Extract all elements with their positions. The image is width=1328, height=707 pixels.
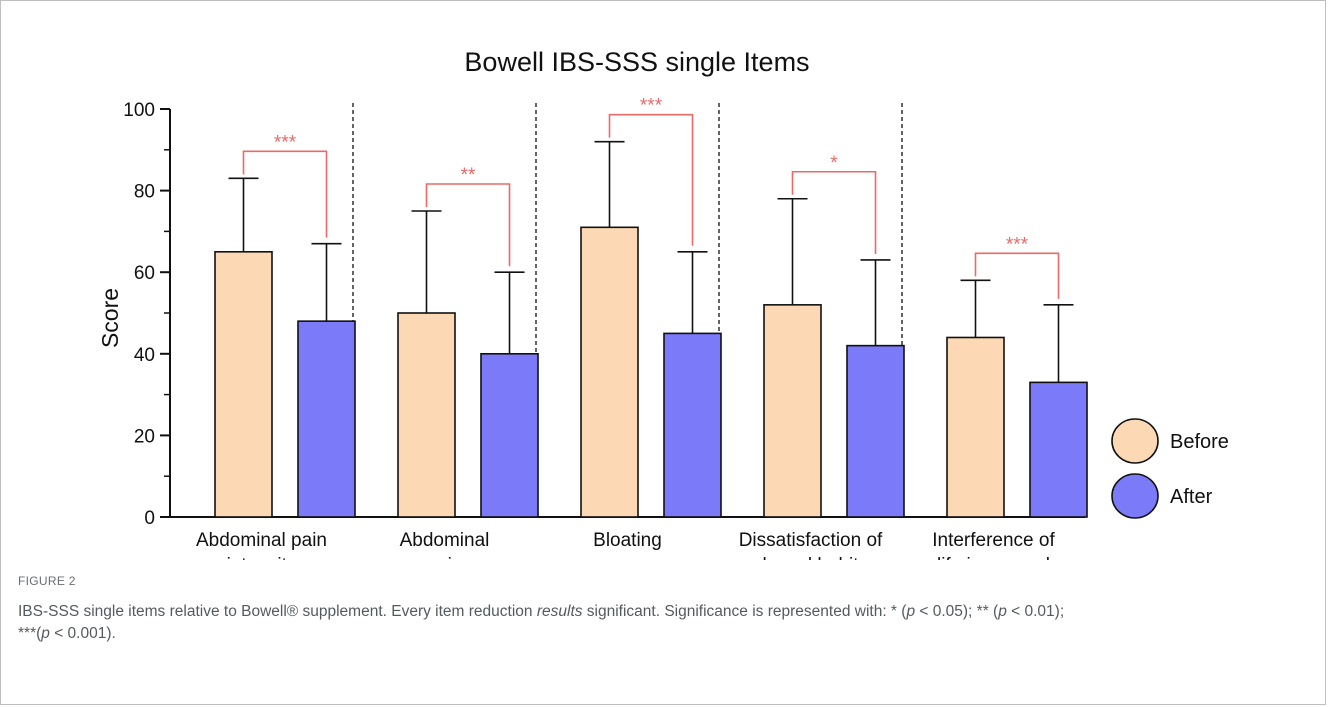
- significance-bracket: [608, 113, 694, 246]
- x-tick-label-line: bowel habit: [762, 555, 859, 560]
- x-tick-label: Abdominalpainfrequency: [400, 530, 490, 560]
- significance-bracket: [242, 150, 328, 238]
- chart-title: Bowell IBS-SSS single Items: [464, 47, 809, 77]
- caption-text: IBS-SSS single items relative to Bowell®…: [18, 601, 1308, 623]
- figure-caption: FIGURE 2 IBS-SSS single items relative t…: [18, 570, 1308, 645]
- legend-swatch-after: [1111, 473, 1159, 519]
- x-tick-label-line: Interference of: [932, 530, 1055, 551]
- x-tick-label: Dissatisfaction of bowel habit: [739, 530, 883, 560]
- x-tick-label-line: Abdominal pain: [196, 530, 327, 551]
- bar-before: [763, 304, 822, 518]
- legend-label-after: After: [1170, 486, 1213, 508]
- caption-part: < 0.001).: [49, 625, 116, 642]
- y-tick-label: 60: [134, 263, 155, 284]
- caption-p: p: [998, 603, 1007, 620]
- caption-part: < 0.01);: [1006, 603, 1065, 620]
- y-tick-label: 0: [144, 508, 155, 529]
- bar-after: [663, 332, 722, 518]
- bar-before: [397, 312, 456, 518]
- x-tick-label: Bloating: [593, 530, 662, 551]
- x-tick-label-line: Dissatisfaction of: [739, 530, 883, 551]
- x-tick-label-line: Bloating: [593, 530, 662, 551]
- x-tick-label-line: intensity: [227, 555, 297, 560]
- significance-label: **: [461, 165, 476, 186]
- significance-label: ***: [1006, 234, 1029, 255]
- caption-italic: results: [536, 603, 583, 620]
- x-tick-label-line: life in general: [937, 555, 1050, 560]
- bar-before: [580, 226, 639, 518]
- bar-after: [480, 352, 539, 518]
- bar-chart: Bowell IBS-SSS single Items Score 0 20 40 6…: [97, 47, 1229, 560]
- x-tick-label-line: pain: [427, 555, 463, 560]
- x-tick-label: Abdominal pain intensity: [196, 530, 327, 560]
- y-tick-label: 80: [134, 182, 155, 203]
- significance-bracket: [425, 183, 511, 267]
- bar-before: [214, 251, 273, 518]
- caption-part: significant. Significance is represented…: [582, 603, 907, 620]
- bar-after: [846, 344, 905, 518]
- significance-bracket: [974, 252, 1060, 299]
- significance-label: ***: [640, 96, 663, 117]
- caption-part: IBS-SSS single items relative to Bowell®…: [18, 603, 537, 620]
- x-tick-label-line: Abdominal: [400, 530, 490, 551]
- y-axis-label: Score: [97, 288, 123, 348]
- legend-label-before: Before: [1170, 431, 1229, 453]
- significance-label: *: [830, 153, 838, 174]
- legend: Before After: [1111, 418, 1229, 519]
- caption-part: < 0.05); ** (: [915, 603, 999, 620]
- bar-after: [297, 320, 356, 518]
- significance-label: ***: [274, 132, 297, 153]
- x-tick-label: Interference of life in general: [932, 530, 1055, 560]
- caption-p: p: [41, 625, 50, 642]
- y-tick-label: 20: [134, 426, 155, 447]
- caption-text-line2: ***(p < 0.001).: [18, 623, 1308, 645]
- significance-bracket: [791, 170, 877, 254]
- caption-p: p: [906, 603, 916, 620]
- y-tick-label: 40: [134, 345, 155, 366]
- bar-before: [946, 336, 1005, 518]
- caption-part: ***(: [18, 625, 42, 642]
- bar-after: [1029, 381, 1088, 518]
- y-tick-label: 100: [123, 100, 155, 121]
- legend-swatch-before: [1111, 418, 1159, 464]
- figure-label: FIGURE 2: [18, 574, 76, 588]
